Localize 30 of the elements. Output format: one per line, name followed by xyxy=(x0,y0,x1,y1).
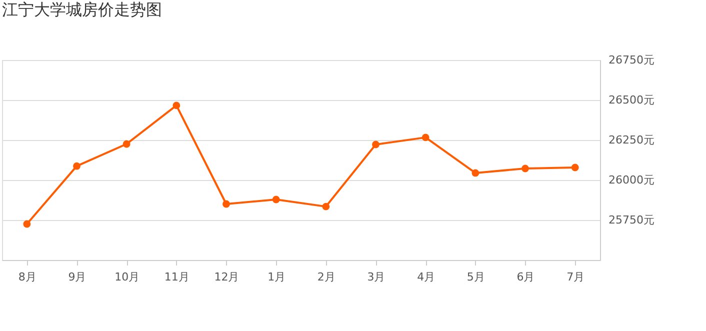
x-tick-label: 8月 xyxy=(18,270,36,284)
point xyxy=(322,202,330,210)
x-tick-label: 5月 xyxy=(466,270,485,284)
point xyxy=(272,196,280,204)
y2-tick-label: 26750元 xyxy=(608,54,654,66)
x-tick-label: 7月 xyxy=(566,270,585,284)
point xyxy=(522,164,529,172)
x-tick-label: 3月 xyxy=(367,270,386,284)
point xyxy=(372,140,380,148)
point xyxy=(172,102,180,110)
point xyxy=(422,134,430,142)
x-tick-label: 1月 xyxy=(268,270,286,284)
point xyxy=(23,220,31,228)
point xyxy=(472,169,480,177)
y2-tick-label: 26500元 xyxy=(608,94,654,106)
y2-tick-label: 26000元 xyxy=(608,174,654,186)
y2-tick-label: 26250元 xyxy=(608,134,654,146)
x-tick-label: 2月 xyxy=(317,270,336,284)
x-tick-label: 12月 xyxy=(214,270,240,284)
x-tick-label: 4月 xyxy=(417,270,436,284)
x-tick-label: 10月 xyxy=(114,270,140,284)
x-tick-label: 11月 xyxy=(164,270,190,284)
x-tick-label: 6月 xyxy=(516,270,535,284)
point xyxy=(122,140,130,148)
point xyxy=(571,164,579,172)
y2-tick-label: 25750元 xyxy=(608,214,654,226)
x-tick-label: 9月 xyxy=(68,270,86,284)
point xyxy=(73,162,80,170)
point xyxy=(222,200,230,208)
chart-title: 江宁大学城房价走势图 xyxy=(2,0,162,19)
